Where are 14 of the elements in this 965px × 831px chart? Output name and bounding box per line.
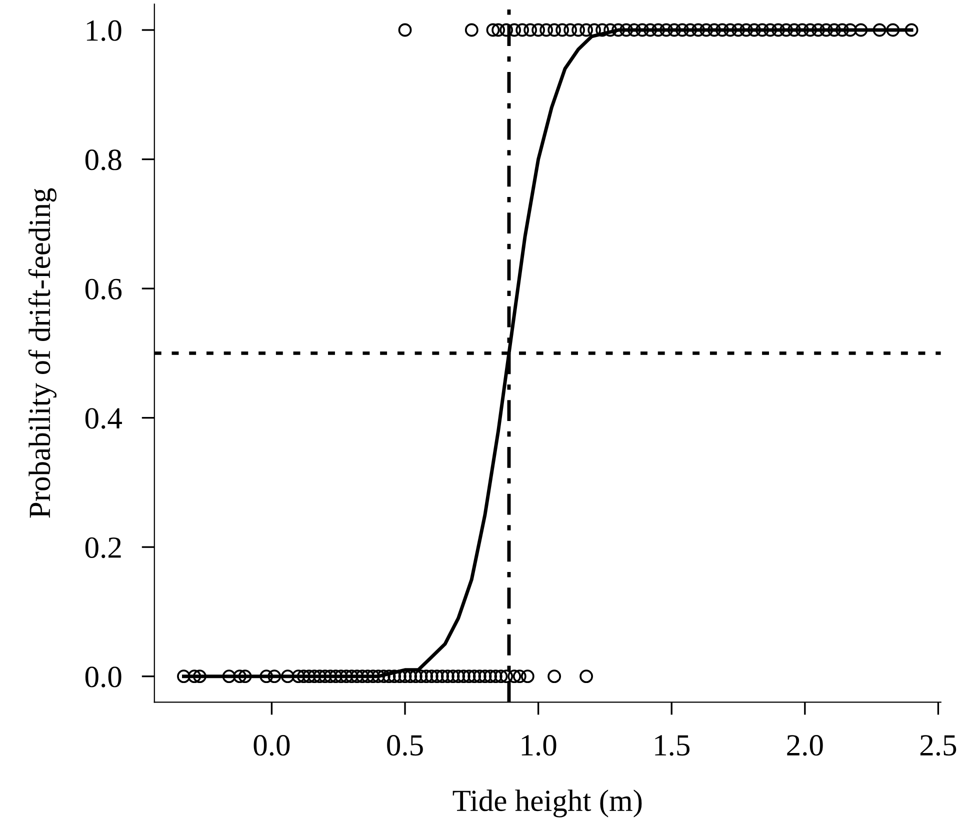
x-tick-label: 1.0 <box>522 735 556 756</box>
x-tick-label: 2.5 <box>920 735 956 756</box>
x-tick-label: 0.5 <box>387 735 423 756</box>
y-tick-label: 0.4 <box>85 408 122 429</box>
y-axis-title: Probability of drift-feeding <box>28 188 56 518</box>
y-tick-label: 0.0 <box>85 666 122 688</box>
y-tick-label: 1.0 <box>86 20 122 42</box>
x-tick-label: 2.0 <box>787 735 823 756</box>
x-tick-label: 1.5 <box>655 735 690 756</box>
x-tick-label: 0.0 <box>254 735 290 756</box>
y-tick-label: 0.6 <box>85 278 122 300</box>
x-axis-title: Tide height (m) <box>452 790 642 818</box>
y-tick-label: 0.2 <box>85 537 121 558</box>
y-tick-label: 0.8 <box>85 150 122 170</box>
